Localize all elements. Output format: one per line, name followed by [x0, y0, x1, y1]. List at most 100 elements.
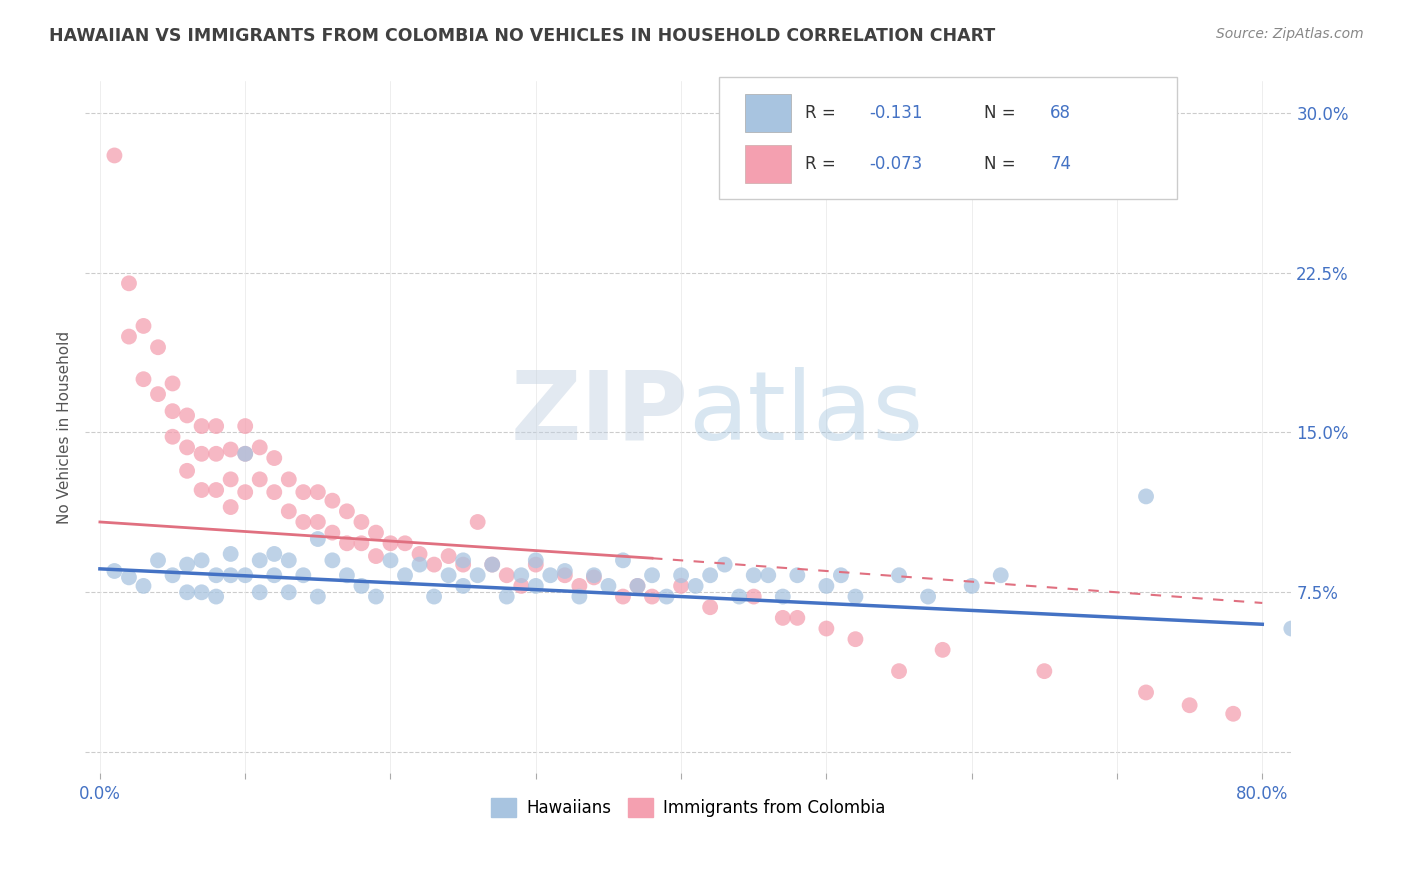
- Point: [162, 568, 184, 582]
- Point: [451, 553, 474, 567]
- Point: [612, 590, 634, 604]
- FancyBboxPatch shape: [745, 145, 790, 183]
- Point: [641, 590, 664, 604]
- Text: -0.131: -0.131: [869, 104, 922, 122]
- Point: [742, 568, 765, 582]
- Point: [1135, 490, 1157, 504]
- Point: [524, 558, 547, 572]
- Point: [451, 558, 474, 572]
- Point: [437, 549, 460, 563]
- Point: [554, 564, 576, 578]
- Point: [481, 558, 503, 572]
- Point: [626, 579, 648, 593]
- Point: [394, 536, 416, 550]
- Point: [582, 568, 605, 582]
- Point: [772, 611, 794, 625]
- Point: [669, 568, 692, 582]
- Text: ZIP: ZIP: [510, 367, 689, 459]
- Y-axis label: No Vehicles in Household: No Vehicles in Household: [58, 331, 72, 524]
- Point: [350, 579, 373, 593]
- Point: [190, 483, 212, 497]
- Point: [772, 590, 794, 604]
- Text: -0.073: -0.073: [869, 155, 922, 173]
- Point: [205, 590, 228, 604]
- Point: [146, 340, 169, 354]
- Text: R =: R =: [806, 155, 841, 173]
- Point: [277, 472, 299, 486]
- Point: [699, 568, 721, 582]
- Point: [321, 525, 343, 540]
- Point: [263, 485, 285, 500]
- Point: [263, 568, 285, 582]
- Point: [190, 553, 212, 567]
- Point: [132, 372, 155, 386]
- Point: [249, 553, 271, 567]
- Text: R =: R =: [806, 104, 841, 122]
- FancyBboxPatch shape: [718, 78, 1177, 199]
- Point: [219, 500, 242, 514]
- Text: atlas: atlas: [689, 367, 924, 459]
- Point: [524, 579, 547, 593]
- Point: [233, 447, 256, 461]
- Point: [307, 590, 329, 604]
- Point: [219, 568, 242, 582]
- Point: [162, 404, 184, 418]
- Point: [423, 558, 446, 572]
- Text: N =: N =: [984, 104, 1021, 122]
- Point: [321, 493, 343, 508]
- Text: 74: 74: [1050, 155, 1071, 173]
- Point: [990, 568, 1012, 582]
- Point: [524, 553, 547, 567]
- Point: [190, 419, 212, 434]
- Point: [786, 568, 808, 582]
- Point: [713, 558, 735, 572]
- Point: [598, 579, 620, 593]
- Point: [263, 451, 285, 466]
- Point: [612, 553, 634, 567]
- Point: [263, 547, 285, 561]
- Point: [538, 568, 561, 582]
- Point: [205, 419, 228, 434]
- Point: [219, 472, 242, 486]
- Point: [205, 568, 228, 582]
- Point: [118, 277, 141, 291]
- Point: [481, 558, 503, 572]
- Point: [118, 570, 141, 584]
- Point: [219, 442, 242, 457]
- Text: 68: 68: [1050, 104, 1071, 122]
- Point: [190, 585, 212, 599]
- Point: [292, 485, 315, 500]
- Point: [364, 590, 387, 604]
- Point: [641, 568, 664, 582]
- Point: [568, 579, 591, 593]
- Point: [364, 549, 387, 563]
- Point: [321, 553, 343, 567]
- Point: [437, 568, 460, 582]
- Text: Source: ZipAtlas.com: Source: ZipAtlas.com: [1216, 27, 1364, 41]
- Point: [118, 329, 141, 343]
- Point: [495, 568, 517, 582]
- Point: [1279, 622, 1302, 636]
- Point: [423, 590, 446, 604]
- Point: [467, 568, 489, 582]
- Point: [292, 515, 315, 529]
- Point: [568, 590, 591, 604]
- Point: [728, 590, 751, 604]
- Point: [162, 430, 184, 444]
- Point: [162, 376, 184, 391]
- Point: [1135, 685, 1157, 699]
- Point: [931, 643, 953, 657]
- Point: [350, 536, 373, 550]
- Point: [336, 568, 359, 582]
- Point: [249, 441, 271, 455]
- Text: N =: N =: [984, 155, 1021, 173]
- Point: [132, 318, 155, 333]
- Point: [146, 553, 169, 567]
- Point: [233, 568, 256, 582]
- Point: [103, 564, 125, 578]
- Point: [176, 409, 198, 423]
- Point: [176, 585, 198, 599]
- Point: [1222, 706, 1244, 721]
- Point: [176, 441, 198, 455]
- Point: [307, 532, 329, 546]
